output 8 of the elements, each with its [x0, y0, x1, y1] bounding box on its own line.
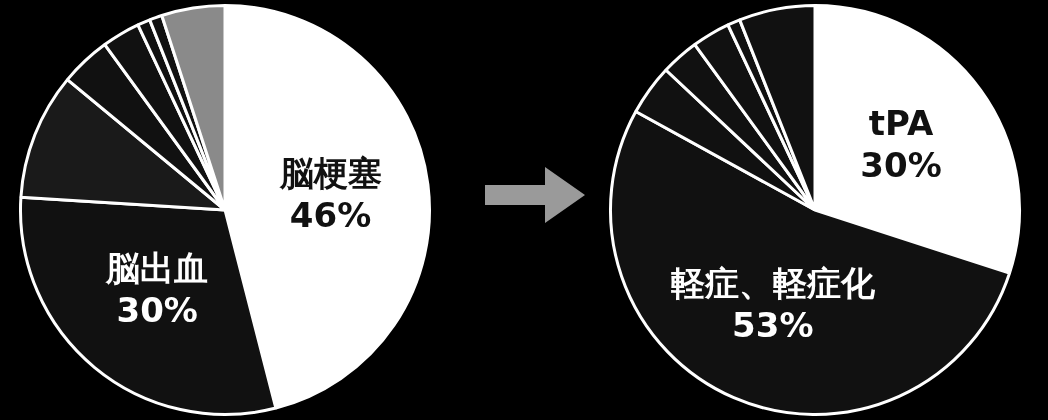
slice-label: 脳梗塞	[278, 152, 382, 193]
data-label: 30%	[116, 289, 198, 330]
data-label: 53%	[732, 305, 814, 346]
slice-label: 軽症、軽症化	[670, 263, 876, 304]
data-label: 30%	[860, 145, 942, 186]
slice-label: 脳出血	[105, 247, 209, 288]
slice-label: tPA	[868, 103, 934, 144]
data-label: 46%	[289, 194, 372, 235]
